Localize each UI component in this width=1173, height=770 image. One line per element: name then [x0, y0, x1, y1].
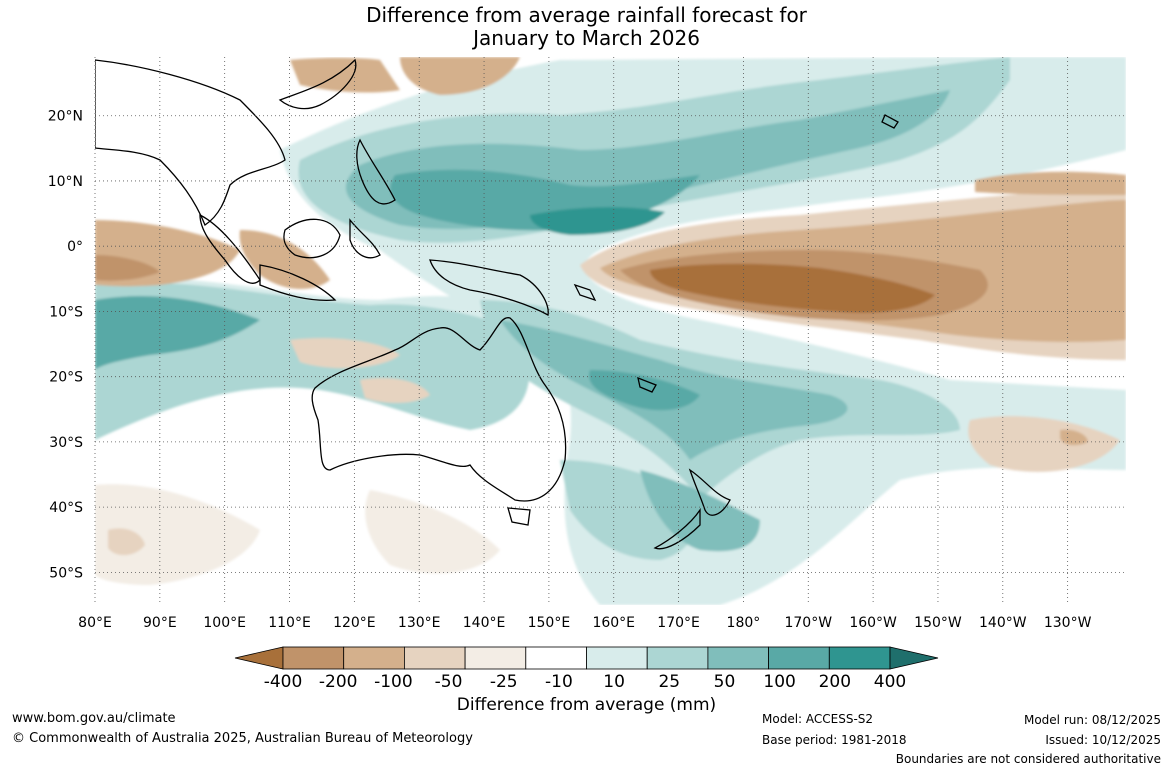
lon-label: 170°W: [784, 615, 832, 631]
lon-label: 90°E: [143, 615, 177, 631]
graticule: [94, 57, 1126, 605]
colorbar-bin: [525, 646, 587, 670]
lat-label: 50°S: [49, 565, 83, 581]
new-caledonia-outline: [637, 376, 657, 393]
lat-label: 40°S: [49, 500, 83, 516]
issued-date: Issued: 10/12/2025: [1045, 733, 1161, 747]
lon-label: 140°W: [979, 615, 1027, 631]
colorbar-tick: -25: [490, 672, 518, 692]
lon-label: 180°: [727, 615, 761, 631]
lat-label: 30°S: [49, 435, 83, 451]
colorbar-max-extension: [889, 646, 939, 670]
coastlines: [95, 58, 899, 550]
model-name: Model: ACCESS-S2: [762, 712, 874, 726]
lon-label: 80°E: [78, 615, 112, 631]
colorbar-tick: -10: [545, 672, 573, 692]
colorbar-bin: [646, 646, 709, 670]
lat-label: 10°S: [49, 304, 83, 320]
colorbar-tick: 100: [763, 672, 795, 692]
longitude-labels: 80°E 90°E 100°E 110°E 120°E 130°E 140°E 150°E 16…: [78, 615, 1091, 631]
colorbar-bin: [343, 646, 405, 670]
latitude-labels: 20°N 10°N 0° 10°S 20°S 30°S 40°S 50°S: [48, 109, 83, 582]
australia-outline: [311, 317, 567, 502]
colorbar-tick: 25: [658, 672, 680, 692]
sulawesi-outline: [349, 218, 381, 259]
borneo-outline: [283, 218, 341, 259]
lon-label: 130°W: [1044, 615, 1092, 631]
lon-label: 100°E: [203, 615, 246, 631]
colorbar-bin: [768, 646, 830, 670]
colorbar-title: Difference from average (mm): [456, 695, 717, 715]
map-title: Difference from average rainfall forecas…: [0, 4, 1173, 50]
lat-label: 10°N: [48, 174, 83, 190]
lon-label: 150°W: [914, 615, 962, 631]
model-run-date: Model run: 08/12/2025: [1023, 713, 1161, 727]
solomon-islands-outline: [573, 283, 597, 302]
new-guinea-outline: [429, 259, 549, 317]
lon-label: 110°E: [268, 615, 311, 631]
rainfall-anomaly-field: [95, 57, 1126, 605]
java-outline: [259, 264, 337, 301]
colorbar-bin: [282, 646, 345, 670]
lon-label: 140°E: [463, 615, 506, 631]
colorbar-bin: [586, 646, 648, 670]
new-zealand-south-island: [653, 507, 701, 550]
colorbar-tick: 10: [603, 672, 625, 692]
colorbar-tick: 400: [874, 672, 906, 692]
colorbar-tick: 200: [819, 672, 851, 692]
lat-label: 0°: [67, 239, 83, 255]
asia-mainland-outline: [95, 59, 286, 226]
title-line-1: Difference from average rainfall forecas…: [366, 3, 807, 27]
philippines-outline: [356, 138, 396, 205]
base-period: Base period: 1981-2018: [762, 733, 907, 747]
colorbar-bin: [828, 646, 891, 670]
colorbar-tick: -50: [435, 672, 463, 692]
hawaii-outline: [881, 114, 899, 129]
colorbar-tick-labels: -400 -200 -100 -50 -25 -10 10 25 50 100 200 400: [264, 672, 907, 692]
colorbar-tick: -400: [264, 672, 303, 692]
lon-label: 150°E: [528, 615, 571, 631]
lon-label: 160°W: [849, 615, 897, 631]
lat-label: 20°N: [48, 109, 83, 125]
boundaries-disclaimer: Boundaries are not considered authoritat…: [895, 752, 1161, 766]
new-zealand-north-island: [688, 468, 731, 516]
lon-label: 170°E: [657, 615, 700, 631]
east-asia-coast: [278, 58, 357, 110]
lat-label: 20°S: [49, 370, 83, 386]
lon-label: 160°E: [592, 615, 635, 631]
colorbar-bin: [464, 646, 527, 670]
colorbar: [234, 646, 939, 670]
colorbar-tick: -100: [374, 672, 413, 692]
title-line-2: January to March 2026: [473, 26, 700, 50]
colorbar-tick: -200: [319, 672, 358, 692]
lon-label: 130°E: [398, 615, 441, 631]
colorbar-min-extension: [234, 646, 284, 670]
sumatra-outline: [199, 213, 261, 284]
colorbar-tick: 50: [714, 672, 736, 692]
colorbar-bin: [707, 646, 770, 670]
lon-label: 120°E: [333, 615, 376, 631]
website-link[interactable]: www.bom.gov.au/climate: [12, 711, 176, 726]
colorbar-bin: [403, 646, 466, 670]
tasmania-outline: [507, 507, 531, 526]
copyright-text: © Commonwealth of Australia 2025, Austra…: [12, 731, 473, 746]
